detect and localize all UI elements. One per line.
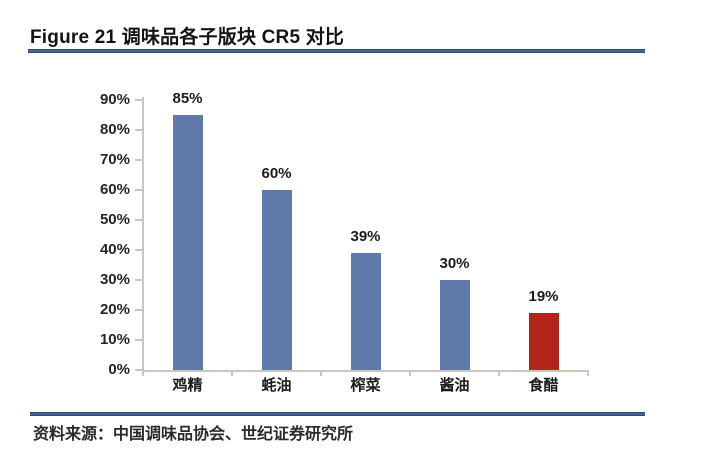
x-axis-tick: [498, 370, 500, 376]
y-axis-label: 80%: [99, 121, 130, 138]
bar-value-label: 85%: [172, 90, 203, 107]
y-axis-tick: [135, 339, 143, 341]
y-axis-tick: [135, 249, 143, 251]
bar-value-label: 39%: [350, 228, 381, 245]
x-axis-tick: [587, 370, 589, 376]
title-divider: [28, 49, 645, 53]
y-axis-tick: [135, 159, 143, 161]
x-axis-category-label: 蚝油: [261, 378, 292, 394]
bar-2: [261, 190, 292, 370]
y-axis-label: 40%: [99, 241, 130, 258]
y-axis-line: [142, 97, 144, 371]
bar-value-label: 19%: [528, 288, 559, 305]
y-axis-tick: [135, 369, 143, 371]
y-axis-label: 70%: [99, 151, 130, 168]
bar-4: [439, 280, 470, 370]
y-axis-label: 90%: [99, 91, 130, 108]
bar-1: [172, 115, 203, 370]
x-axis-tick: [320, 370, 322, 376]
bar-3: [350, 253, 381, 370]
bar-value-label: 60%: [261, 165, 292, 182]
y-axis-tick: [135, 99, 143, 101]
x-axis-line: [142, 370, 589, 372]
y-axis-label: 10%: [99, 331, 130, 348]
figure-title: Figure 21 调味品各子版块 CR5 对比: [30, 27, 345, 48]
x-axis-category-label: 榨菜: [350, 378, 381, 394]
x-axis-category-label: 食醋: [528, 378, 559, 394]
source-note: 资料来源：中国调味品协会、世纪证券研究所: [33, 426, 354, 443]
x-axis-category-label: 鸡精: [172, 378, 203, 394]
y-axis-label: 60%: [99, 181, 130, 198]
y-axis-tick: [135, 279, 143, 281]
y-axis-tick: [135, 189, 143, 191]
bar-value-label: 30%: [439, 255, 470, 272]
y-axis-label: 20%: [99, 301, 130, 318]
x-axis-tick: [142, 370, 144, 376]
y-axis-tick: [135, 219, 143, 221]
x-axis-category-label: 酱油: [439, 378, 470, 394]
footer-divider: [30, 412, 645, 416]
y-axis-tick: [135, 129, 143, 131]
bar-5: [528, 313, 559, 370]
y-axis-label: 0%: [108, 361, 130, 378]
y-axis-tick: [135, 309, 143, 311]
x-axis-tick: [231, 370, 233, 376]
cr5-bar-chart: 0% 10% 20% 30% 40% 50% 60% 70% 80% 90% 85% 鸡精 60% 蚝油 3…: [99, 90, 589, 394]
y-axis-label: 50%: [99, 211, 130, 228]
x-axis-tick: [409, 370, 411, 376]
y-axis-label: 30%: [99, 271, 130, 288]
